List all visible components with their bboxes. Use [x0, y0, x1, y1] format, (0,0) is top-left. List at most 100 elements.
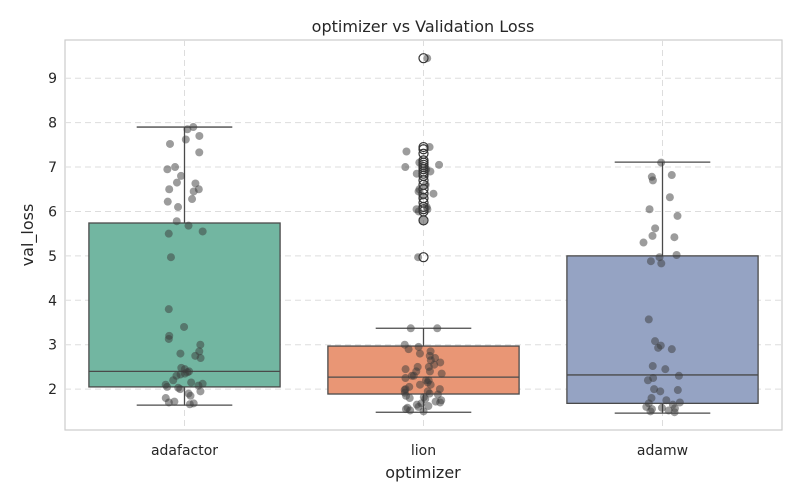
data-point — [409, 371, 418, 380]
data-point — [437, 369, 446, 378]
data-point — [423, 205, 432, 214]
data-point — [419, 216, 428, 225]
data-point — [172, 217, 181, 226]
data-point — [406, 406, 415, 415]
data-point — [651, 337, 660, 346]
data-point — [639, 238, 648, 247]
data-point — [163, 165, 172, 174]
data-point — [657, 259, 666, 268]
x-tick-label: lion — [411, 443, 436, 459]
data-point — [656, 387, 665, 396]
data-point — [164, 305, 173, 314]
y-tick-label: 4 — [48, 293, 57, 309]
data-point — [196, 387, 205, 396]
data-point — [654, 343, 663, 352]
data-point — [401, 374, 410, 383]
data-point — [419, 407, 428, 416]
data-point — [426, 380, 435, 389]
data-point — [646, 257, 655, 266]
data-point — [657, 158, 666, 167]
data-point — [165, 139, 174, 148]
data-point — [415, 380, 424, 389]
data-point — [673, 386, 682, 395]
data-point — [414, 342, 423, 351]
data-point — [198, 227, 207, 236]
data-point — [176, 385, 185, 394]
y-tick-label: 2 — [48, 382, 57, 398]
data-point — [429, 189, 438, 198]
data-point — [675, 398, 684, 407]
data-point — [418, 191, 427, 200]
data-point — [415, 158, 424, 167]
data-point — [436, 358, 445, 367]
box-adamw — [566, 255, 759, 404]
data-point — [424, 402, 433, 411]
data-point — [191, 179, 200, 188]
data-point — [196, 340, 205, 349]
data-point — [185, 400, 194, 409]
data-point — [187, 378, 196, 387]
data-point — [402, 147, 411, 156]
data-point — [174, 203, 183, 212]
data-point — [648, 231, 657, 240]
data-point — [415, 349, 424, 358]
data-point — [674, 371, 683, 380]
x-tick-label: adafactor — [151, 443, 218, 459]
data-point — [672, 250, 681, 259]
data-point — [667, 171, 676, 180]
data-point — [436, 398, 445, 407]
box-adafactor — [88, 222, 281, 388]
data-point — [412, 169, 421, 178]
data-point — [196, 354, 205, 363]
data-point — [433, 324, 442, 333]
data-point — [165, 185, 174, 194]
data-point — [177, 171, 186, 180]
data-point — [651, 224, 660, 233]
data-point — [433, 390, 442, 399]
data-point — [180, 322, 189, 331]
data-point — [414, 207, 423, 216]
y-tick-label: 3 — [48, 338, 57, 354]
data-point — [189, 187, 198, 196]
data-point — [404, 345, 413, 354]
data-point — [171, 163, 180, 172]
data-point — [425, 389, 434, 398]
data-point — [401, 163, 410, 172]
data-point — [425, 143, 434, 152]
data-point — [645, 205, 654, 214]
data-point — [655, 253, 664, 262]
data-point — [667, 345, 676, 354]
data-point — [423, 54, 432, 63]
data-point — [405, 394, 414, 403]
data-point — [195, 148, 204, 157]
data-point — [188, 195, 197, 204]
data-point — [657, 403, 666, 412]
data-point — [421, 180, 430, 189]
data-point — [186, 391, 195, 400]
data-point — [164, 229, 173, 238]
data-point — [673, 211, 682, 220]
data-point — [163, 197, 172, 206]
data-point — [643, 376, 652, 385]
data-point — [184, 221, 193, 230]
outlier-marker — [418, 215, 429, 226]
data-point — [648, 176, 657, 185]
data-point — [648, 362, 657, 371]
x-tick-label: adamw — [637, 443, 688, 459]
data-point — [195, 131, 204, 140]
data-point — [164, 398, 173, 407]
data-point — [414, 253, 423, 262]
y-tick-label: 9 — [48, 71, 57, 87]
data-point — [665, 193, 674, 202]
data-point — [401, 365, 410, 374]
data-point — [646, 407, 655, 416]
x-axis-label: optimizer — [385, 463, 461, 482]
data-point — [435, 160, 444, 169]
data-point — [172, 178, 181, 187]
data-point — [163, 382, 172, 391]
y-tick-label: 7 — [48, 160, 57, 176]
data-point — [426, 167, 435, 176]
data-point — [661, 365, 670, 374]
